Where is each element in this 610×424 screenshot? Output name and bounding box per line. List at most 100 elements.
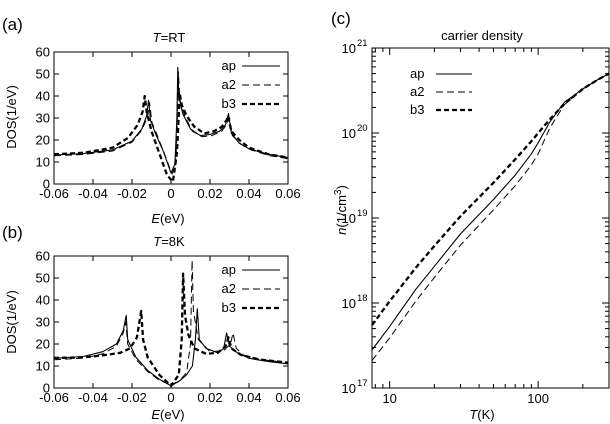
panel-a-series bbox=[53, 66, 289, 183]
panel-a-xlabel: E(eV) bbox=[151, 211, 184, 226]
panel-0-xtick-label: -0.02 bbox=[117, 186, 147, 201]
panel-b-title: T=8K bbox=[153, 234, 185, 249]
panel-1-xtick-label: -0.02 bbox=[117, 390, 147, 405]
panel-b-legend-b3-label: b3 bbox=[222, 300, 236, 315]
panel-1-xtick-label: 0.06 bbox=[275, 390, 300, 405]
panel-b-xlabel-unit: (eV) bbox=[160, 407, 185, 422]
panel-c-ytick-label: 10 bbox=[342, 296, 356, 311]
panel-1-ytick-label: 10 bbox=[36, 359, 50, 374]
panel-c-ytick-label: 10 bbox=[342, 381, 356, 396]
panel-0-ytick-label: 60 bbox=[36, 45, 50, 60]
panel-b-frame bbox=[53, 255, 289, 389]
panel-b: (b) T=8K DOS(1/eV) E(eV) -0.06 -0.04 -0.02… bbox=[2, 223, 301, 422]
panel-c-ytick-label: 10 bbox=[342, 211, 356, 226]
panel-a-xlabel-unit: (eV) bbox=[160, 211, 185, 226]
panel-1-xtick-label: 0.04 bbox=[236, 390, 261, 405]
panel-a-frame bbox=[53, 51, 289, 185]
panel-b-series bbox=[53, 259, 289, 387]
panel-c-title: carrier density bbox=[441, 28, 523, 43]
panel-c-xlabel-unit: (K) bbox=[477, 407, 494, 422]
panel-0-ytick-label: 0 bbox=[43, 177, 50, 192]
panel-c-ytick-exponent: 18 bbox=[357, 293, 368, 304]
panel-1-ytick-label: 50 bbox=[36, 271, 50, 286]
panel-c-legend-a2-label: a2 bbox=[410, 84, 424, 99]
panel-a-title: T=RT bbox=[153, 30, 186, 45]
panel-c-xlabel-var: T bbox=[469, 407, 478, 422]
panel-1-ytick-label: 40 bbox=[36, 293, 50, 308]
panel-a-title-var: T bbox=[153, 30, 162, 45]
panel-c-ylabel: n(1/cm3) bbox=[333, 185, 349, 235]
panel-1-xtick-label: -0.04 bbox=[78, 390, 108, 405]
panel-b-label: (b) bbox=[2, 223, 23, 242]
panel-0-ytick-label: 50 bbox=[36, 67, 50, 82]
panel-b-legend: ap a2 b3 bbox=[222, 262, 280, 315]
panel-a-legend-a2-label: a2 bbox=[222, 77, 236, 92]
panel-1-ytick-label: 60 bbox=[36, 249, 50, 264]
panel-a-legend-b3-label: b3 bbox=[222, 96, 236, 111]
panel-c-ytick-base: 10 bbox=[342, 211, 356, 226]
panel-c-series-a2-line bbox=[371, 73, 610, 361]
panel-c-ylabel-var: n bbox=[334, 228, 349, 235]
panel-c-series-ap-line bbox=[371, 73, 610, 351]
panel-0-series-a2-line bbox=[53, 71, 289, 175]
panel-0-ytick-label: 20 bbox=[36, 133, 50, 148]
panel-b-legend-ap-label: ap bbox=[222, 262, 236, 277]
panel-1-series-ap-line bbox=[53, 308, 289, 387]
panel-b-title-val: =8K bbox=[161, 234, 185, 249]
panel-a-label: (a) bbox=[2, 15, 23, 34]
panel-a-legend: ap a2 b3 bbox=[222, 58, 280, 111]
panel-1-ytick-label: 0 bbox=[43, 381, 50, 396]
panel-1-xtick-label: 0 bbox=[167, 390, 174, 405]
panel-c-xlabel: T(K) bbox=[469, 407, 494, 422]
panel-c-ytick-exponent: 19 bbox=[357, 208, 368, 219]
panel-1-xtick-label: 0.02 bbox=[197, 390, 222, 405]
panel-b-ylabel: DOS(1/eV) bbox=[4, 290, 19, 354]
panel-c-series bbox=[371, 72, 610, 361]
panel-0-ytick-label: 40 bbox=[36, 89, 50, 104]
panel-a-ylabel: DOS(1/eV) bbox=[4, 85, 19, 149]
panel-1-ytick-label: 20 bbox=[36, 337, 50, 352]
panel-c-series-b3-line bbox=[371, 72, 610, 326]
panel-c-ytick-base: 10 bbox=[342, 126, 356, 141]
panel-0-series-ap-line bbox=[53, 66, 289, 174]
panel-c-ytick-label: 10 bbox=[342, 126, 356, 141]
panel-c-ytick-exponent: 21 bbox=[357, 38, 368, 49]
panel-0-xtick-label: 0.06 bbox=[275, 186, 300, 201]
panel-c-legend-b3-label: b3 bbox=[410, 102, 424, 117]
panel-c-ytick-exponent: 17 bbox=[357, 378, 368, 389]
panel-c-label: (c) bbox=[331, 9, 351, 28]
panel-c-legend-ap-label: ap bbox=[410, 66, 424, 81]
panel-c-ylabel-sup: 3 bbox=[333, 189, 344, 195]
panel-b-legend-a2-label: a2 bbox=[222, 281, 236, 296]
panel-c-ylabel-unit: (1/cm bbox=[334, 195, 349, 228]
panel-1-xtick-label: -0.06 bbox=[39, 390, 69, 405]
panel-b-xlabel: E(eV) bbox=[151, 407, 184, 422]
panel-c-legend: ap a2 b3 bbox=[410, 66, 472, 117]
panel-0-xtick-label: 0 bbox=[167, 186, 174, 201]
panel-c-ytick-base: 10 bbox=[342, 296, 356, 311]
panel-a-legend-ap-label: ap bbox=[222, 58, 236, 73]
panel-a-xlabel-var: E bbox=[151, 211, 160, 226]
panel-a-title-val: =RT bbox=[161, 30, 186, 45]
panel-c-xtick-label: 10 bbox=[382, 391, 396, 406]
panel-0-xtick-label: -0.06 bbox=[39, 186, 69, 201]
panel-c-ytick-exponent: 20 bbox=[357, 123, 368, 134]
panel-0-ytick-label: 10 bbox=[36, 155, 50, 170]
panel-1-ytick-label: 30 bbox=[36, 315, 50, 330]
panel-c-ytick-base: 10 bbox=[342, 381, 356, 396]
panel-c-ylabel-close: ) bbox=[334, 185, 349, 189]
panel-0-xtick-label: 0.02 bbox=[197, 186, 222, 201]
panel-c-frame bbox=[371, 47, 610, 389]
panel-a: (a) T=RT DOS(1/eV) E(eV) -0.06 -0.04 -0.02… bbox=[2, 15, 301, 226]
panel-b-ticks: -0.06 -0.04 -0.02 0 0.02 0.04 0.06 0 10 20 30 40 50 6… bbox=[36, 249, 301, 406]
panel-0-xtick-label: 0.04 bbox=[236, 186, 261, 201]
panel-b-title-var: T bbox=[153, 234, 162, 249]
panel-1-series-a2-line bbox=[53, 259, 289, 386]
panel-c-ytick-base: 10 bbox=[342, 41, 356, 56]
panel-0-series-b3-line bbox=[53, 92, 289, 183]
panel-c-xtick-label: 100 bbox=[527, 391, 549, 406]
panel-0-ytick-label: 30 bbox=[36, 111, 50, 126]
panel-1-series-b3-line bbox=[53, 272, 289, 387]
